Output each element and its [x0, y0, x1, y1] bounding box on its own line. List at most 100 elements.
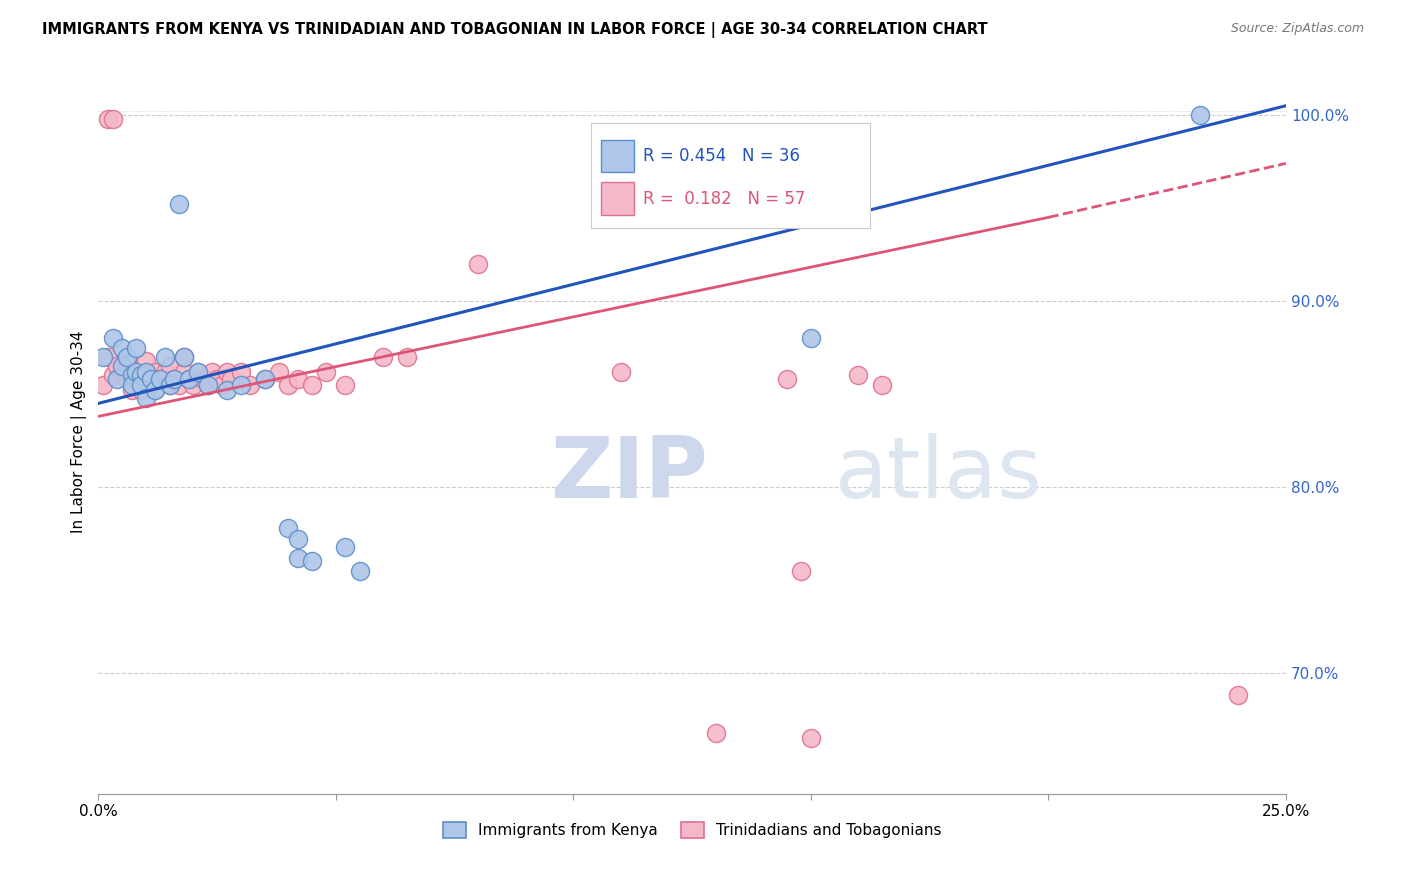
Point [396, 350, 419, 364]
Point [229, 377, 252, 392]
Point [159, 377, 181, 392]
Point [277, 521, 299, 535]
Point [315, 365, 337, 379]
Point [205, 372, 228, 386]
Point [159, 359, 181, 373]
Point [848, 368, 870, 383]
Point [776, 372, 799, 386]
Point [287, 550, 309, 565]
Point [101, 368, 124, 383]
Text: ZIP: ZIP [550, 434, 707, 516]
Point [143, 384, 166, 398]
Point [149, 372, 172, 386]
Point [153, 365, 176, 379]
Point [287, 372, 309, 386]
Point [91, 350, 114, 364]
Y-axis label: In Labor Force | Age 30-34: In Labor Force | Age 30-34 [72, 330, 87, 533]
Point [121, 377, 143, 392]
Point [253, 372, 276, 386]
Point [121, 368, 143, 383]
Point [139, 372, 162, 386]
Point [115, 350, 138, 364]
Point [159, 377, 181, 392]
FancyBboxPatch shape [600, 183, 634, 215]
Point [187, 365, 209, 379]
Point [143, 384, 166, 398]
Point [139, 372, 162, 386]
Point [111, 359, 134, 373]
Point [173, 350, 195, 364]
Point [704, 725, 727, 739]
Point [800, 331, 823, 345]
Point [149, 372, 172, 386]
Point [221, 372, 243, 386]
Point [301, 377, 323, 392]
Point [115, 353, 138, 368]
Point [167, 197, 190, 211]
Point [800, 731, 823, 746]
Point [287, 532, 309, 546]
Point [197, 377, 219, 392]
Point [101, 112, 124, 126]
Point [129, 368, 152, 383]
Point [97, 350, 120, 364]
Point [111, 368, 134, 383]
Point [135, 391, 157, 405]
Point [335, 540, 357, 554]
Text: R = 0.454   N = 36: R = 0.454 N = 36 [644, 146, 800, 165]
Point [229, 365, 252, 379]
Point [610, 365, 633, 379]
Point [125, 372, 148, 386]
Point [125, 365, 148, 379]
Point [125, 341, 148, 355]
Text: atlas: atlas [835, 434, 1043, 516]
Point [1189, 108, 1212, 122]
Point [373, 350, 395, 364]
Point [167, 377, 190, 392]
Point [111, 341, 134, 355]
Point [135, 353, 157, 368]
Point [153, 350, 176, 364]
Point [335, 377, 357, 392]
Point [105, 372, 128, 386]
Point [177, 372, 200, 386]
Point [253, 372, 276, 386]
Point [239, 377, 262, 392]
Point [215, 365, 238, 379]
Point [173, 350, 195, 364]
Point [115, 372, 138, 386]
FancyBboxPatch shape [600, 140, 634, 172]
Point [1227, 689, 1250, 703]
Point [349, 564, 371, 578]
Legend: Immigrants from Kenya, Trinidadians and Tobagonians: Immigrants from Kenya, Trinidadians and … [437, 816, 948, 845]
Point [267, 365, 290, 379]
Text: IMMIGRANTS FROM KENYA VS TRINIDADIAN AND TOBAGONIAN IN LABOR FORCE | AGE 30-34 C: IMMIGRANTS FROM KENYA VS TRINIDADIAN AND… [42, 22, 988, 38]
Point [97, 112, 120, 126]
Point [191, 372, 214, 386]
Point [143, 365, 166, 379]
Point [105, 359, 128, 373]
Point [277, 377, 299, 392]
Point [197, 377, 219, 392]
Point [187, 365, 209, 379]
Point [129, 377, 152, 392]
Text: R =  0.182   N = 57: R = 0.182 N = 57 [644, 190, 806, 208]
Point [101, 331, 124, 345]
Point [121, 384, 143, 398]
Point [125, 365, 148, 379]
Point [129, 368, 152, 383]
Point [129, 384, 152, 398]
Point [201, 365, 224, 379]
Point [211, 377, 233, 392]
Point [173, 365, 195, 379]
Point [301, 554, 323, 568]
Point [91, 377, 114, 392]
Text: Source: ZipAtlas.com: Source: ZipAtlas.com [1230, 22, 1364, 36]
Point [163, 372, 186, 386]
Point [163, 372, 186, 386]
Point [135, 377, 157, 392]
Point [215, 384, 238, 398]
FancyBboxPatch shape [591, 123, 870, 228]
Point [183, 377, 205, 392]
Point [790, 564, 813, 578]
